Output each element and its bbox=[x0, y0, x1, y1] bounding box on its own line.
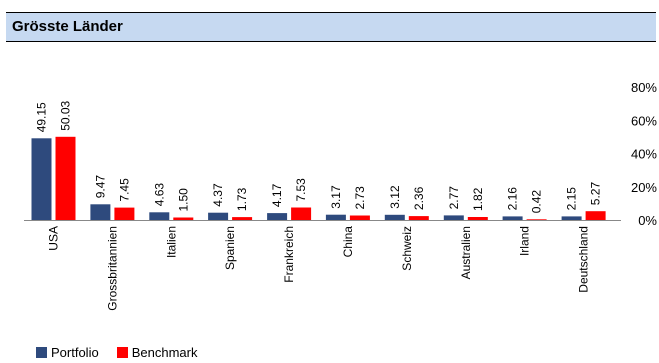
value-label-benchmark-italien: 1.50 bbox=[176, 188, 190, 212]
legend-item-portfolio: Portfolio bbox=[36, 345, 99, 360]
value-label-portfolio-irland: 2.16 bbox=[506, 187, 520, 211]
value-label-portfolio-australien: 2.77 bbox=[447, 186, 461, 210]
value-label-benchmark-frankreich: 7.53 bbox=[294, 178, 308, 202]
bar-benchmark-frankreich bbox=[291, 207, 312, 220]
category-label-schweiz: Schweiz bbox=[400, 226, 414, 271]
bar-portfolio-australien bbox=[443, 215, 464, 220]
section-header: Grösste Länder bbox=[6, 12, 656, 42]
value-label-benchmark-schweiz: 2.36 bbox=[412, 186, 426, 210]
bar-benchmark-grossbritannien bbox=[114, 207, 135, 220]
bars-group: 49.15 50.03 USA 9.47 7.45 Grossbritannien 4.63… bbox=[24, 100, 621, 311]
value-label-portfolio-grossbritannien: 9.47 bbox=[93, 175, 107, 199]
y-tick-label: 20% bbox=[631, 180, 657, 195]
bar-portfolio-deutschland bbox=[561, 216, 582, 220]
bar-benchmark-spanien bbox=[232, 217, 253, 220]
category-label-usa: USA bbox=[47, 226, 61, 251]
legend-swatch-benchmark bbox=[116, 347, 128, 358]
bar-portfolio-italien bbox=[149, 212, 170, 220]
y-tick-label: 60% bbox=[631, 113, 657, 128]
bar-benchmark-australien bbox=[467, 217, 488, 220]
legend-swatch-portfolio bbox=[36, 347, 47, 358]
section-title: Grösste Länder bbox=[12, 18, 123, 35]
bar-portfolio-irland bbox=[502, 216, 523, 220]
value-label-benchmark-australien: 1.82 bbox=[471, 187, 485, 211]
category-label-grossbritannien: Grossbritannien bbox=[105, 226, 119, 311]
category-label-italien: Italien bbox=[164, 226, 178, 258]
bar-portfolio-frankreich bbox=[267, 213, 288, 220]
value-label-portfolio-italien: 4.63 bbox=[152, 183, 166, 207]
value-label-portfolio-frankreich: 4.17 bbox=[270, 183, 284, 207]
bar-benchmark-china bbox=[349, 215, 370, 220]
y-tick-label: 0% bbox=[638, 213, 657, 228]
category-label-spanien: Spanien bbox=[223, 226, 237, 270]
value-label-benchmark-deutschland: 5.27 bbox=[589, 182, 603, 206]
value-label-portfolio-usa: 49.15 bbox=[35, 102, 49, 132]
bar-benchmark-irland bbox=[526, 219, 547, 220]
category-label-frankreich: Frankreich bbox=[282, 226, 296, 283]
bar-portfolio-spanien bbox=[208, 212, 229, 220]
bar-benchmark-schweiz bbox=[408, 216, 429, 220]
category-label-china: China bbox=[341, 226, 355, 258]
bar-portfolio-schweiz bbox=[384, 214, 405, 220]
bar-portfolio-usa bbox=[31, 138, 52, 220]
bar-portfolio-grossbritannien bbox=[90, 204, 111, 220]
value-label-benchmark-irland: 0.42 bbox=[530, 190, 544, 214]
legend-label-portfolio: Portfolio bbox=[51, 345, 99, 360]
category-label-deutschland: Deutschland bbox=[577, 226, 591, 293]
value-label-benchmark-spanien: 1.73 bbox=[235, 187, 249, 211]
y-tick-label: 40% bbox=[631, 147, 657, 162]
y-tick-label: 80% bbox=[631, 80, 657, 95]
bar-benchmark-italien bbox=[173, 217, 194, 220]
value-label-benchmark-usa: 50.03 bbox=[59, 100, 73, 130]
value-label-portfolio-schweiz: 3.12 bbox=[388, 185, 402, 209]
legend: Portfolio Benchmark bbox=[36, 345, 197, 360]
bar-benchmark-usa bbox=[55, 136, 76, 220]
bar-benchmark-deutschland bbox=[585, 211, 606, 220]
category-label-irland: Irland bbox=[518, 226, 532, 256]
value-label-benchmark-china: 2.73 bbox=[353, 186, 367, 210]
legend-label-benchmark: Benchmark bbox=[131, 345, 198, 360]
value-label-benchmark-grossbritannien: 7.45 bbox=[117, 178, 131, 202]
value-label-portfolio-spanien: 4.37 bbox=[211, 183, 225, 207]
value-label-portfolio-deutschland: 2.15 bbox=[565, 187, 579, 211]
category-label-australien: Australien bbox=[459, 226, 473, 279]
y-axis: 0% 20% 40% 60% 80% bbox=[631, 80, 657, 228]
bar-portfolio-china bbox=[325, 214, 346, 220]
value-label-portfolio-china: 3.17 bbox=[329, 185, 343, 209]
legend-item-benchmark: Benchmark bbox=[116, 345, 198, 360]
